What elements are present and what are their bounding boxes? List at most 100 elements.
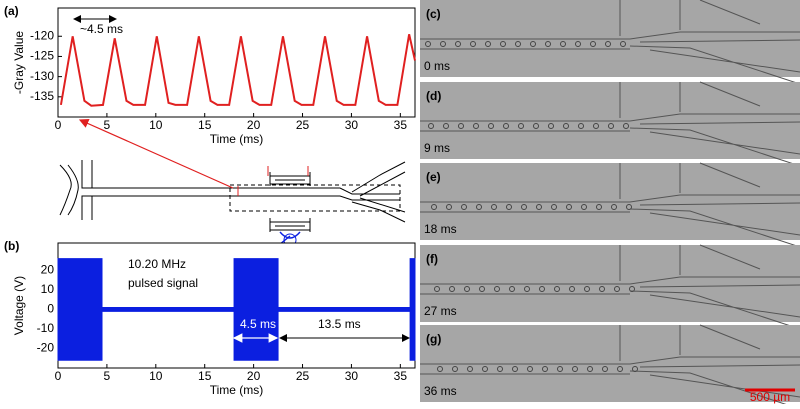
droplet <box>527 366 533 372</box>
time-label: 9 ms <box>424 141 450 155</box>
droplet <box>443 123 449 129</box>
droplet <box>584 286 590 292</box>
droplet <box>452 366 458 372</box>
droplet <box>617 366 623 372</box>
x-tick-label: 15 <box>198 118 212 132</box>
droplet <box>467 366 473 372</box>
droplet <box>473 123 479 129</box>
droplet <box>590 41 596 47</box>
droplet <box>554 286 560 292</box>
panel-label: (a) <box>4 4 19 18</box>
channel <box>420 244 800 330</box>
droplet <box>563 123 569 129</box>
micrograph: (e) 18 ms <box>420 162 800 248</box>
droplet <box>587 366 593 372</box>
x-axis-label: Time (ms) <box>210 132 264 146</box>
marker <box>237 166 309 196</box>
panel-label: (c) <box>426 7 441 21</box>
micrograph: (d) 9 ms <box>420 81 800 167</box>
droplet <box>497 366 503 372</box>
droplet <box>536 204 542 210</box>
droplet <box>593 123 599 129</box>
channel <box>420 324 800 409</box>
droplet <box>482 366 488 372</box>
droplet <box>533 123 539 129</box>
x-tick-label: 20 <box>247 118 261 132</box>
droplet <box>599 286 605 292</box>
droplet <box>626 204 632 210</box>
droplet <box>431 204 437 210</box>
droplet <box>575 41 581 47</box>
droplet <box>518 123 524 129</box>
droplet <box>470 41 476 47</box>
droplet <box>542 366 548 372</box>
droplet <box>629 286 635 292</box>
x-tick-label: 10 <box>149 369 163 383</box>
droplet <box>596 204 602 210</box>
channel <box>420 162 800 248</box>
micrograph: (f) 27 ms <box>420 244 800 330</box>
droplet <box>485 41 491 47</box>
y-tick-label: 10 <box>41 282 55 296</box>
x-tick-label: 30 <box>345 118 359 132</box>
droplet <box>434 286 440 292</box>
droplet <box>611 204 617 210</box>
x-tick-label: 35 <box>394 369 408 383</box>
droplet <box>557 366 563 372</box>
panel-label: (d) <box>426 89 441 103</box>
x-tick-label: 0 <box>55 369 62 383</box>
droplet <box>605 41 611 47</box>
droplet <box>521 204 527 210</box>
annotation: 10.20 MHz <box>128 257 186 271</box>
y-axis-label: Voltage (V) <box>12 276 26 335</box>
droplet <box>491 204 497 210</box>
y-tick-label: -135 <box>30 89 54 103</box>
droplet <box>509 286 515 292</box>
droplet <box>551 204 557 210</box>
droplet <box>566 204 572 210</box>
droplet <box>602 366 608 372</box>
y-axis-label: -Gray Value <box>12 31 26 94</box>
y-tick-label: -125 <box>30 49 54 63</box>
x-tick-label: 30 <box>345 369 359 383</box>
annotation: ~4.5 ms <box>80 22 123 36</box>
time-label: 18 ms <box>424 222 457 236</box>
y-tick-label: -130 <box>30 69 54 83</box>
time-label: 27 ms <box>424 304 457 318</box>
pointer-arrow <box>78 119 234 189</box>
x-tick-label: 5 <box>104 369 111 383</box>
droplet <box>488 123 494 129</box>
droplet <box>458 123 464 129</box>
panel-label: (b) <box>4 239 19 253</box>
droplet <box>548 123 554 129</box>
droplet <box>446 204 452 210</box>
y-tick-label: 0 <box>47 302 54 316</box>
x-tick-label: 15 <box>198 369 212 383</box>
signal-envelope <box>57 258 416 361</box>
y-tick-label: -10 <box>37 321 55 335</box>
droplet <box>632 366 638 372</box>
data-line <box>59 34 416 107</box>
x-tick-label: 35 <box>394 118 408 132</box>
droplet <box>425 41 431 47</box>
droplet <box>569 286 575 292</box>
droplet <box>500 41 506 47</box>
y-tick-label: -120 <box>30 28 54 42</box>
droplet <box>440 41 446 47</box>
x-axis-label: Time (ms) <box>210 383 264 397</box>
panel-label: (f) <box>426 252 438 266</box>
droplet <box>524 286 530 292</box>
panel-label: (g) <box>426 332 441 346</box>
droplet <box>461 204 467 210</box>
panel-label: (e) <box>426 170 441 184</box>
droplet <box>581 204 587 210</box>
time-label: 0 ms <box>424 59 450 73</box>
droplet <box>608 123 614 129</box>
y-tick-label: 20 <box>41 263 55 277</box>
droplet <box>437 366 443 372</box>
time-label: 36 ms <box>424 384 457 398</box>
droplet <box>494 286 500 292</box>
x-tick-label: 25 <box>296 369 310 383</box>
droplet <box>512 366 518 372</box>
